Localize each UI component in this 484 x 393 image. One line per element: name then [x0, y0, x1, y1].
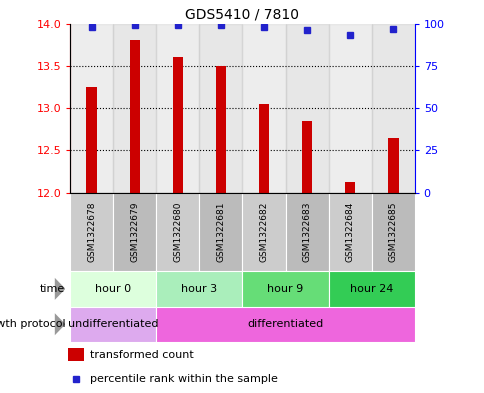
Bar	[156, 24, 199, 193]
Text: hour 24: hour 24	[349, 284, 393, 294]
Text: GSM1322684: GSM1322684	[345, 202, 354, 262]
Polygon shape	[55, 313, 65, 335]
Bar	[387, 138, 398, 193]
Title: GDS5410 / 7810: GDS5410 / 7810	[185, 7, 299, 21]
Bar	[328, 193, 371, 271]
Text: GSM1322680: GSM1322680	[173, 202, 182, 262]
Text: percentile rank within the sample: percentile rank within the sample	[90, 374, 277, 384]
Bar	[113, 24, 156, 193]
Bar	[242, 193, 285, 271]
Bar	[70, 24, 113, 193]
Bar	[328, 271, 414, 307]
Bar	[70, 193, 113, 271]
Bar	[70, 271, 156, 307]
Bar	[68, 348, 84, 361]
Bar	[199, 24, 242, 193]
Bar	[258, 104, 269, 193]
Bar	[285, 193, 328, 271]
Bar	[70, 307, 156, 342]
Text: hour 9: hour 9	[267, 284, 303, 294]
Text: GSM1322678: GSM1322678	[87, 202, 96, 262]
Text: GSM1322679: GSM1322679	[130, 202, 139, 262]
Bar	[156, 271, 242, 307]
Bar	[242, 24, 285, 193]
Text: time: time	[40, 284, 65, 294]
Text: GSM1322681: GSM1322681	[216, 202, 225, 262]
Bar	[371, 24, 414, 193]
Bar	[215, 66, 226, 193]
Bar	[156, 307, 414, 342]
Bar	[86, 87, 97, 193]
Bar	[344, 182, 355, 193]
Bar	[129, 40, 140, 193]
Bar	[156, 193, 199, 271]
Bar	[328, 24, 371, 193]
Text: GSM1322682: GSM1322682	[259, 202, 268, 262]
Text: growth protocol: growth protocol	[0, 319, 65, 329]
Text: GSM1322683: GSM1322683	[302, 202, 311, 262]
Bar	[199, 193, 242, 271]
Text: GSM1322685: GSM1322685	[388, 202, 397, 262]
Bar	[113, 193, 156, 271]
Text: hour 0: hour 0	[95, 284, 131, 294]
Text: undifferentiated: undifferentiated	[68, 319, 158, 329]
Text: transformed count: transformed count	[90, 350, 193, 360]
Bar	[285, 24, 328, 193]
Bar	[371, 193, 414, 271]
Bar	[242, 271, 328, 307]
Text: differentiated: differentiated	[247, 319, 323, 329]
Bar	[301, 121, 312, 193]
Text: hour 3: hour 3	[181, 284, 217, 294]
Polygon shape	[55, 278, 65, 300]
Bar	[172, 57, 183, 193]
